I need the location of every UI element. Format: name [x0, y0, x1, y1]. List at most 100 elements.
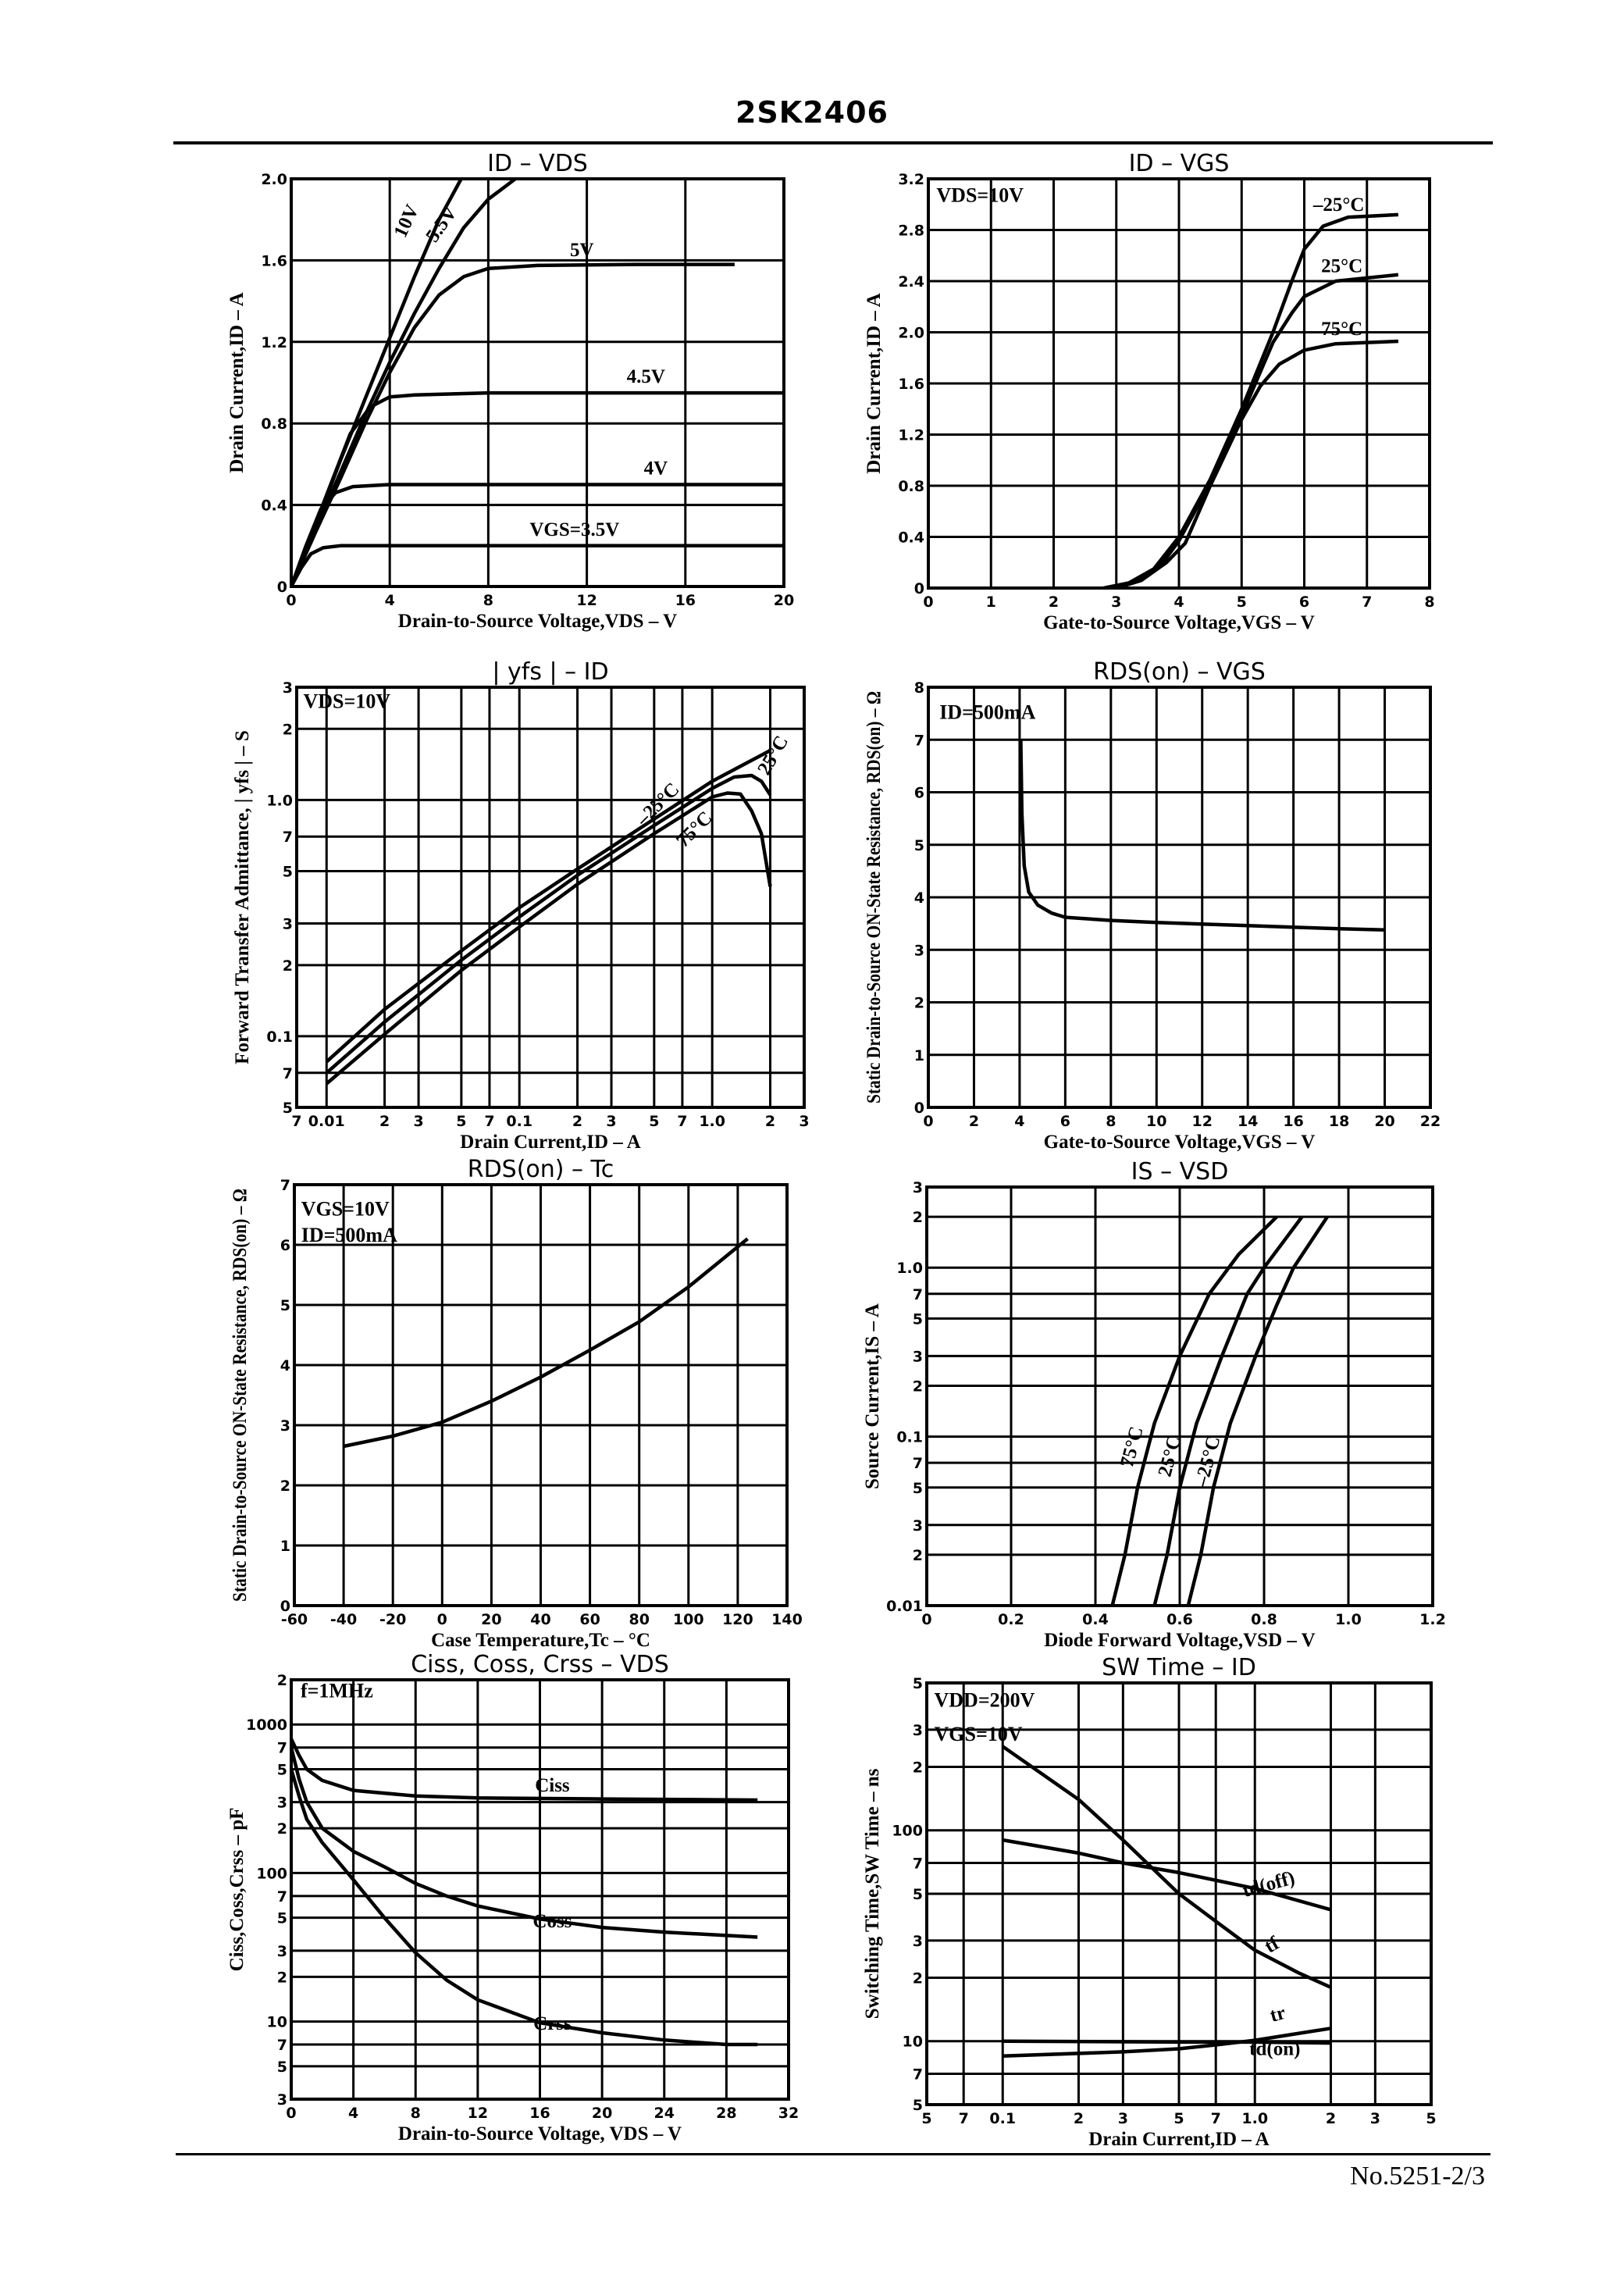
x-tick-label: 3 — [606, 1113, 616, 1130]
y-tick-label: 3.2 — [898, 171, 924, 188]
x-axis-label: Drain-to-Source Voltage,VDS – V — [398, 611, 677, 632]
series-curve — [289, 177, 517, 587]
y-tick-label: 10 — [903, 2034, 923, 2051]
y-tick-label: 0.4 — [261, 497, 287, 515]
x-tick-label: -20 — [379, 1611, 406, 1628]
x-tick-label: 0.6 — [1166, 1611, 1193, 1628]
y-tick-label: 1000 — [246, 1717, 287, 1734]
plot-frame — [927, 686, 1432, 1109]
series-curve — [1001, 1745, 1332, 1989]
y-tick-label: 7 — [913, 2066, 923, 2084]
x-tick-label: 20 — [592, 2105, 612, 2122]
x-tick-label: 16 — [1283, 1113, 1303, 1130]
x-tick-label: 2 — [969, 1113, 979, 1130]
series-label: 4V — [644, 458, 668, 479]
chart-title: RDS(on) – VGS — [1093, 658, 1266, 686]
y-tick-label: 3 — [283, 679, 293, 697]
x-tick-label: 4 — [1014, 1113, 1024, 1130]
x-tick-label: 0 — [437, 1611, 447, 1628]
y-tick-label: 2 — [913, 1378, 923, 1395]
x-tick-label: 5 — [1426, 2110, 1436, 2127]
x-axis-label: Drain Current,ID – A — [1088, 2129, 1269, 2150]
x-tick-label: 12 — [576, 592, 597, 609]
y-tick-label: 2.8 — [898, 223, 924, 240]
x-tick-label: 3 — [1111, 594, 1121, 611]
y-tick-label: 1.0 — [266, 792, 293, 809]
y-tick-label: 2 — [283, 957, 293, 975]
series-label: 25°C — [1321, 256, 1362, 277]
y-tick-label: 2 — [913, 1209, 923, 1226]
y-axis-label: Switching Time,SW Time – ns — [862, 1768, 883, 2019]
chart-title: Ciss, Coss, Crss – VDS — [411, 1651, 669, 1678]
part-number-title: 2SK2406 — [735, 95, 889, 130]
y-axis-label: Source Current,IS – A — [862, 1303, 883, 1489]
x-tick-label: 5 — [921, 2110, 931, 2127]
x-axis-label: Drain Current,ID – A — [460, 1132, 640, 1153]
y-tick-label: 2.0 — [261, 171, 287, 188]
y-tick-label: 7 — [277, 1740, 287, 1757]
x-tick-label: 1 — [986, 594, 996, 611]
grid — [293, 1183, 789, 1607]
y-tick-label: 3 — [277, 2091, 287, 2109]
y-tick-label: 5 — [913, 1886, 923, 1903]
series-curve — [289, 1747, 758, 1939]
y-tick-label: 1.0 — [896, 1260, 923, 1277]
plot-frame — [293, 1183, 789, 1607]
y-tick-label: 1.6 — [898, 376, 924, 393]
x-tick-label: 12 — [468, 2105, 488, 2122]
x-tick-label: 3 — [413, 1113, 423, 1130]
series-label: 4.5V — [627, 366, 665, 387]
x-tick-label: 60 — [579, 1611, 600, 1628]
x-tick-label: 120 — [722, 1611, 753, 1628]
x-tick-label: 20 — [774, 592, 794, 609]
y-tick-label: 5 — [283, 863, 293, 880]
y-tick-label: 2.0 — [898, 325, 924, 342]
y-tick-label: 5 — [277, 1910, 287, 1927]
y-tick-label: 2 — [283, 721, 293, 738]
x-axis-label: Case Temperature,Tc – °C — [431, 1630, 650, 1651]
series-curve — [325, 791, 772, 1086]
y-tick-label: 100 — [892, 1823, 923, 1840]
y-tick-label: 3 — [283, 916, 293, 933]
y-tick-label: 5 — [913, 1480, 923, 1497]
x-tick-label: 2 — [1074, 2110, 1084, 2127]
x-tick-label: 2 — [572, 1113, 582, 1130]
series-curve — [1152, 1215, 1304, 1606]
x-tick-label: 1.0 — [699, 1113, 725, 1130]
y-tick-label: 3 — [277, 1795, 287, 1812]
document-number: No.5251-2/3 — [1350, 2162, 1485, 2191]
y-tick-label: 2 — [913, 1547, 923, 1564]
x-tick-label: 0 — [923, 594, 933, 611]
series-curve — [1019, 740, 1385, 932]
condition-note: ID=500mA — [301, 1224, 397, 1246]
y-tick-label: 2.4 — [898, 273, 924, 291]
y-tick-label: 5 — [913, 1675, 923, 1692]
y-tick-label: 0 — [914, 580, 924, 597]
x-tick-label: 8 — [1424, 594, 1434, 611]
y-tick-label: 0.8 — [261, 415, 287, 433]
y-tick-label: 7 — [913, 1286, 923, 1303]
series-curve — [1003, 2027, 1331, 2059]
x-tick-label: 7 — [1211, 2110, 1221, 2127]
y-tick-label: 1.2 — [261, 334, 287, 351]
x-tick-label: 4 — [348, 2105, 358, 2122]
series-label: 75°C — [672, 807, 717, 852]
x-tick-label: 5 — [456, 1113, 466, 1130]
y-axis-label: Static Drain-to-Source ON-State Resistan… — [864, 691, 885, 1103]
x-tick-label: 16 — [675, 592, 696, 609]
y-tick-label: 3 — [913, 1517, 923, 1535]
y-tick-label: 1 — [280, 1538, 290, 1555]
y-axis-label: Forward Transfer Admittance, | yfs | – S — [232, 730, 253, 1064]
y-tick-label: 5 — [277, 2059, 287, 2076]
x-tick-label: 40 — [530, 1611, 550, 1628]
series-curve — [325, 773, 772, 1075]
x-tick-label: -40 — [330, 1611, 357, 1628]
x-tick-label: 1.0 — [1241, 2110, 1268, 2127]
y-axis-label: Static Drain-to-Source ON-State Resistan… — [230, 1189, 251, 1602]
series-label: tr — [1268, 2002, 1288, 2027]
grid — [290, 1678, 790, 2101]
x-tick-label: 0 — [923, 1113, 933, 1130]
y-tick-label: 3 — [280, 1417, 290, 1435]
y-tick-label: 5 — [283, 1100, 293, 1117]
